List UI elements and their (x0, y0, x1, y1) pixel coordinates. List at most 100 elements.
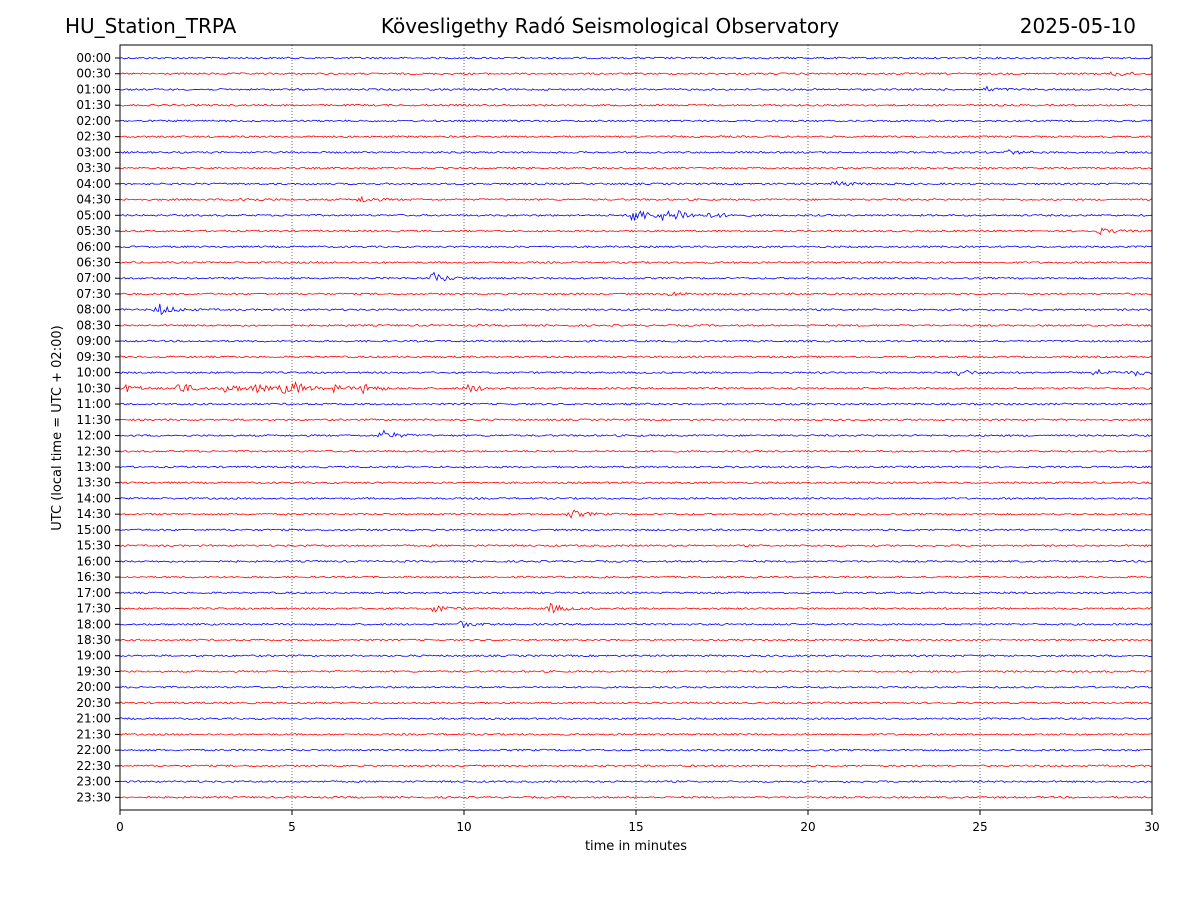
trace-2130 (119, 732, 1153, 736)
y-tick-label: 08:30 (76, 318, 111, 332)
y-tick-label: 08:00 (76, 303, 111, 317)
x-tick-label: 10 (456, 820, 471, 834)
y-tick-label: 11:30 (76, 413, 111, 427)
y-tick-label: 12:00 (76, 429, 111, 443)
trace-1000 (119, 368, 1153, 377)
trace-series (119, 56, 1153, 799)
y-tick-label: 14:30 (76, 507, 111, 521)
y-tick-label: 05:00 (76, 208, 111, 222)
trace-0230 (119, 135, 1153, 139)
y-tick-label: 06:30 (76, 255, 111, 269)
y-tick-label: 03:00 (76, 145, 111, 159)
trace-2200 (119, 748, 1153, 752)
grid-lines (291, 45, 981, 810)
trace-2030 (119, 701, 1153, 705)
trace-0930 (119, 355, 1153, 359)
trace-1800 (119, 620, 1153, 629)
y-tick-label: 04:00 (76, 177, 111, 191)
y-tick-label: 18:00 (76, 617, 111, 631)
y-tick-label: 03:30 (76, 161, 111, 175)
trace-1600 (119, 559, 1153, 563)
observatory-title: Kövesligethy Radó Seismological Observat… (380, 14, 840, 38)
y-tick-label: 09:30 (76, 350, 111, 364)
y-tick-label: 22:00 (76, 743, 111, 757)
trace-1430 (119, 509, 1153, 519)
y-tick-label: 11:00 (76, 397, 111, 411)
y-tick-label: 00:00 (76, 51, 111, 65)
y-tick-label: 04:30 (76, 193, 111, 207)
x-tick-label: 0 (116, 820, 124, 834)
trace-1830 (119, 638, 1153, 642)
trace-0000 (119, 56, 1153, 60)
x-tick-label: 25 (972, 820, 987, 834)
y-tick-label: 10:30 (76, 381, 111, 395)
y-tick-label: 15:00 (76, 523, 111, 537)
x-tick-label: 20 (800, 820, 815, 834)
trace-1530 (119, 544, 1153, 548)
trace-2000 (119, 685, 1153, 689)
y-tick-label: 05:30 (76, 224, 111, 238)
y-tick-label: 21:00 (76, 712, 111, 726)
y-tick-label: 16:30 (76, 570, 111, 584)
y-tick-label: 01:30 (76, 98, 111, 112)
trace-1900 (119, 654, 1153, 658)
y-tick-label: 07:00 (76, 271, 111, 285)
y-tick-label: 02:00 (76, 114, 111, 128)
y-tick-label: 23:00 (76, 775, 111, 789)
trace-0330 (119, 166, 1153, 170)
y-tick-label: 13:00 (76, 460, 111, 474)
y-tick-label: 19:30 (76, 664, 111, 678)
x-axis-label: time in minutes (585, 839, 687, 854)
trace-0700 (119, 271, 1153, 282)
trace-1730 (119, 602, 1153, 614)
trace-0430 (119, 195, 1153, 203)
trace-0500 (119, 210, 1153, 222)
trace-1200 (119, 429, 1153, 438)
y-axis-label: UTC (local time = UTC + 02:00) (50, 325, 65, 530)
trace-0530 (119, 227, 1153, 236)
trace-2330 (119, 795, 1153, 799)
y-tick-label: 00:30 (76, 67, 111, 81)
y-tick-label: 22:30 (76, 759, 111, 773)
station-name: HU_Station_TRPA (65, 14, 237, 38)
trace-1130 (119, 418, 1153, 422)
trace-2230 (119, 764, 1153, 768)
y-tick-label: 20:30 (76, 696, 111, 710)
y-tick-label: 14:00 (76, 491, 111, 505)
trace-1230 (119, 449, 1153, 453)
x-axis-ticks: 0 5 10 15 20 25 30 (116, 810, 1160, 834)
y-tick-label: 01:00 (76, 82, 111, 96)
trace-1030 (119, 381, 1153, 395)
y-tick-label: 09:00 (76, 334, 111, 348)
trace-0030 (119, 71, 1153, 77)
y-tick-label: 10:00 (76, 366, 111, 380)
y-tick-label: 13:30 (76, 476, 111, 490)
y-tick-label: 21:30 (76, 727, 111, 741)
y-tick-label: 23:30 (76, 790, 111, 804)
trace-0100 (119, 85, 1153, 92)
trace-1330 (119, 481, 1153, 485)
y-tick-label: 15:30 (76, 539, 111, 553)
trace-0830 (119, 323, 1153, 327)
y-tick-label: 07:30 (76, 287, 111, 301)
x-tick-label: 5 (288, 820, 296, 834)
y-tick-label: 19:00 (76, 649, 111, 663)
y-tick-label: 16:00 (76, 554, 111, 568)
y-tick-label: 20:00 (76, 680, 111, 694)
trace-1400 (119, 496, 1153, 500)
y-tick-label: 06:00 (76, 240, 111, 254)
trace-2100 (119, 717, 1153, 721)
trace-1300 (119, 465, 1153, 469)
trace-1100 (119, 402, 1153, 406)
trace-0130 (119, 103, 1153, 107)
y-tick-label: 02:30 (76, 130, 111, 144)
trace-0730 (119, 291, 1153, 297)
y-tick-label: 12:30 (76, 444, 111, 458)
plot-date: 2025-05-10 (1019, 14, 1136, 38)
trace-0630 (119, 260, 1153, 264)
trace-0300 (119, 149, 1153, 155)
trace-1500 (119, 528, 1153, 532)
trace-2300 (119, 780, 1153, 784)
